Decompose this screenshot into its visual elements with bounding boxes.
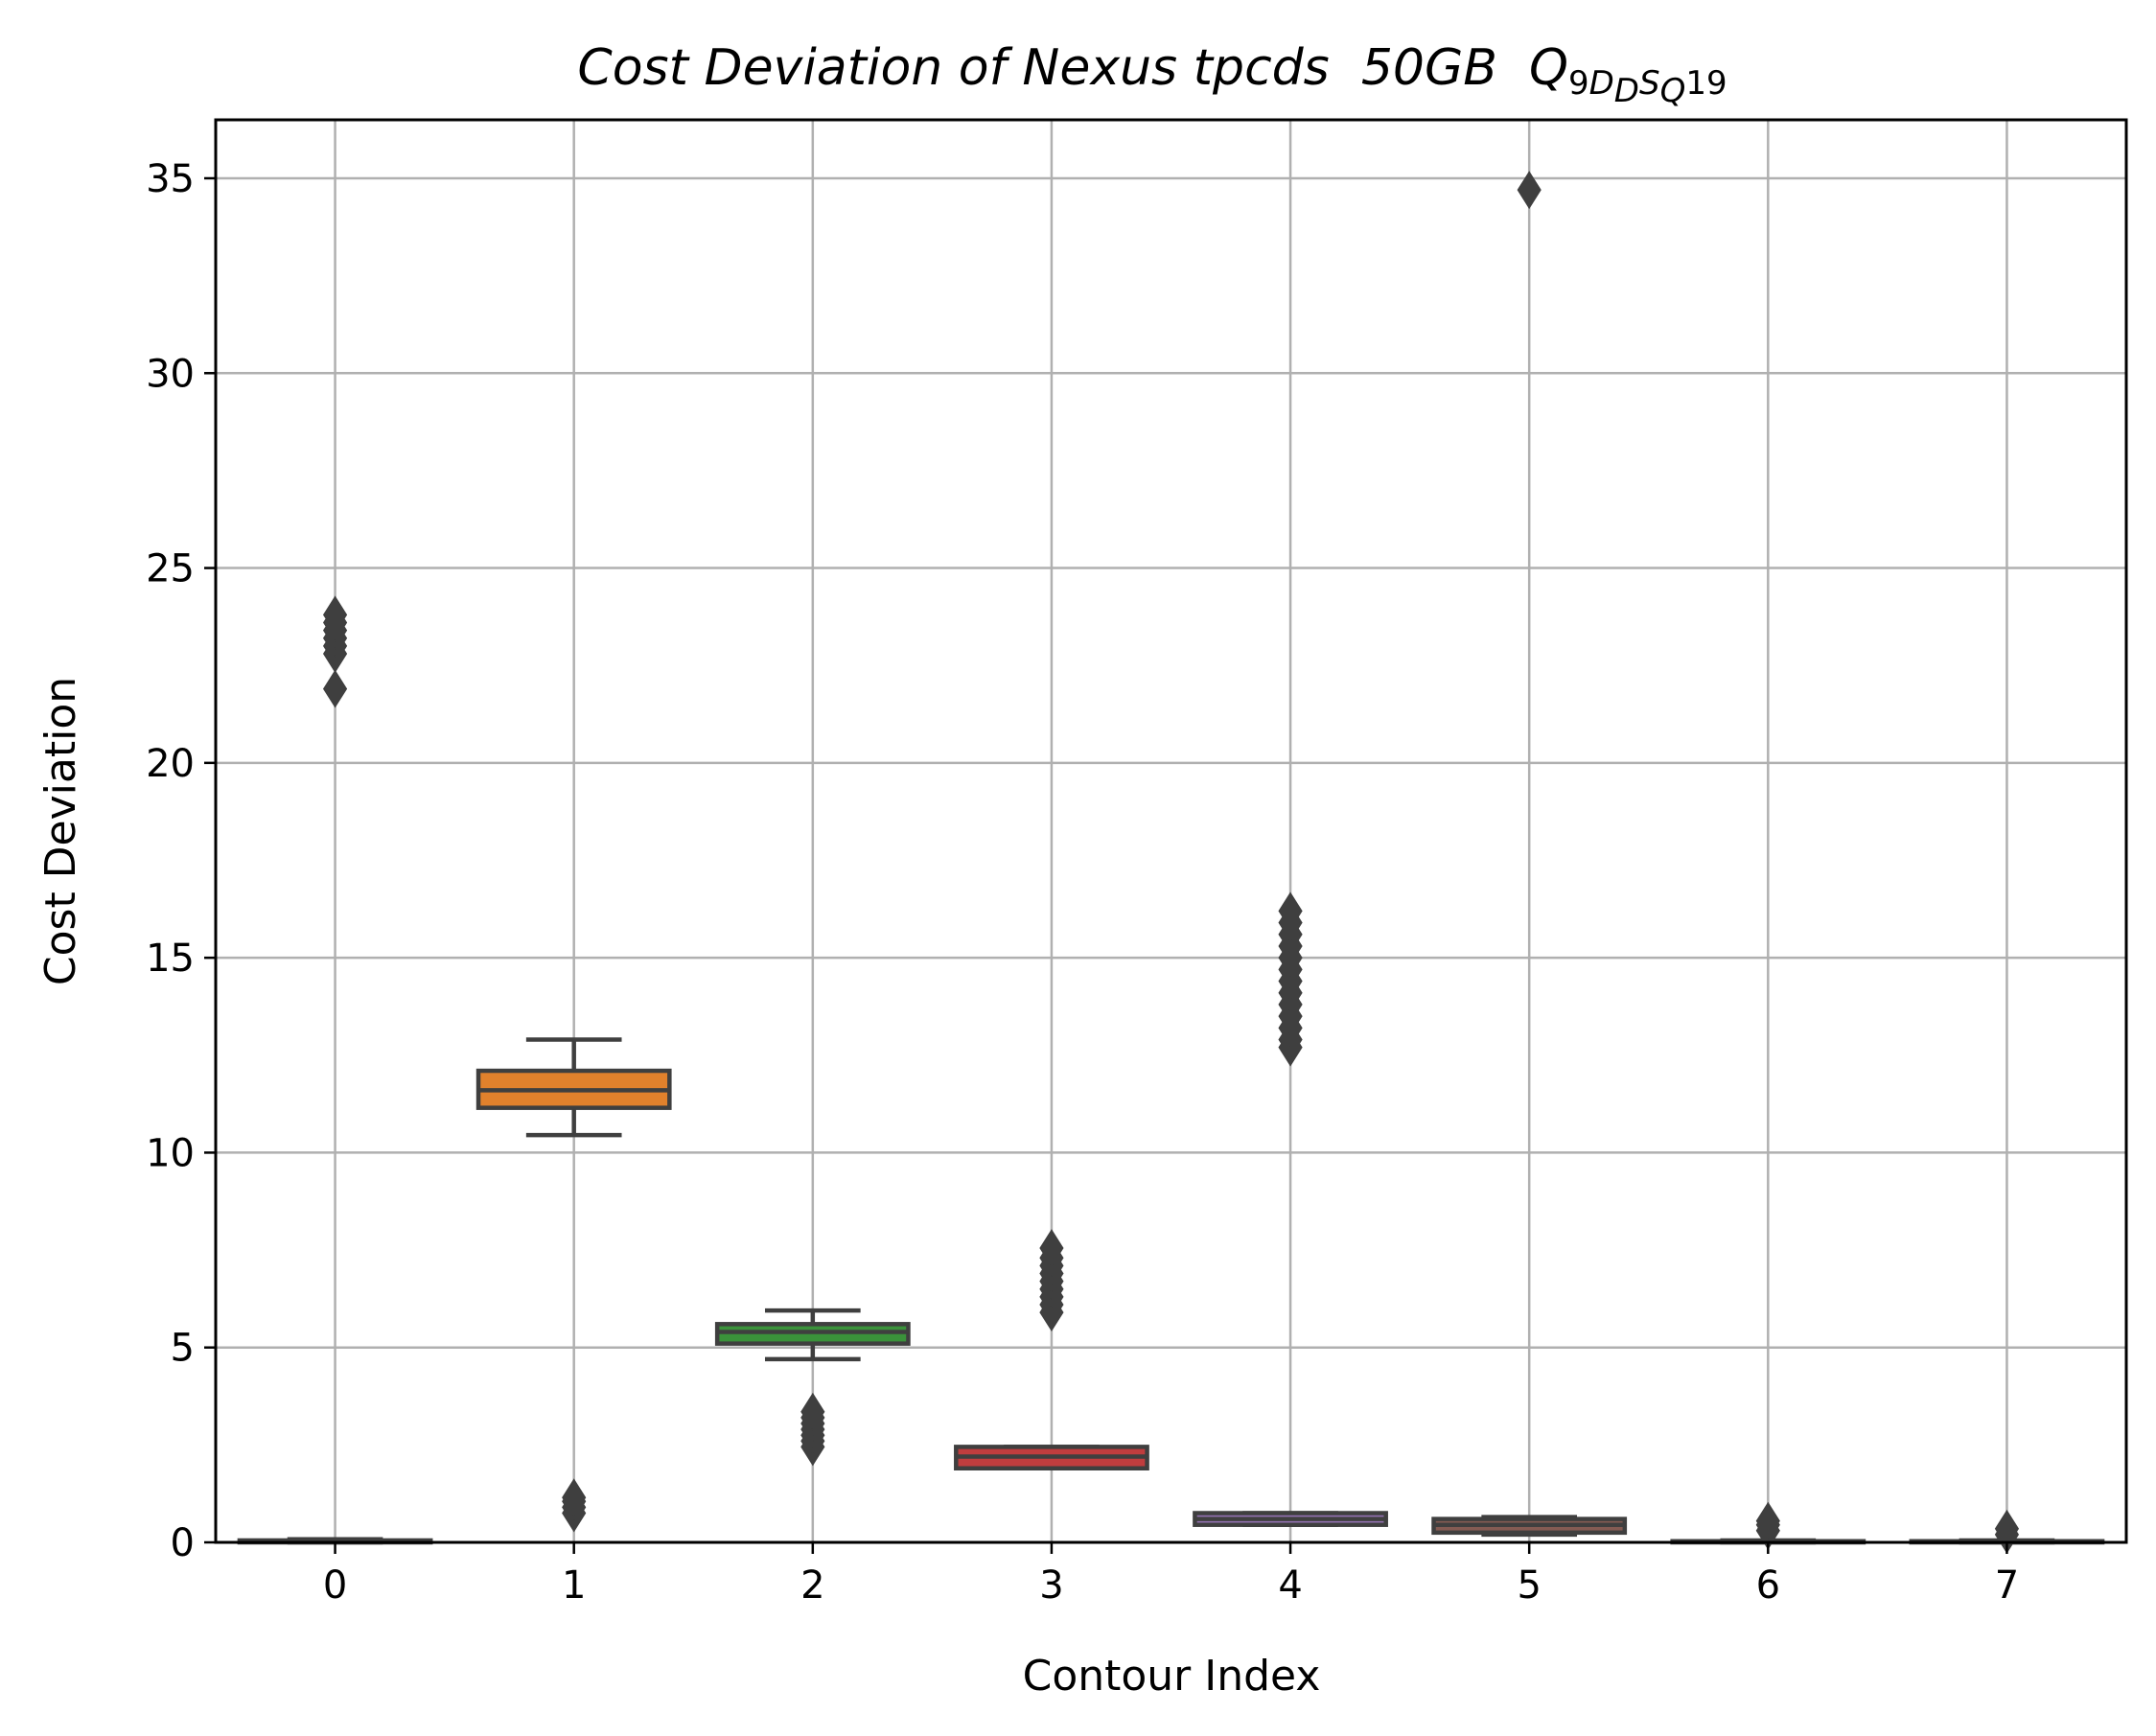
outlier-0-6 <box>322 595 348 635</box>
chart-title: Cost Deviation of Nexus tpcds 50GB Q9DDS… <box>577 39 1727 110</box>
y-axis-label: Cost Deviation <box>36 677 85 985</box>
y-tick-label-25: 25 <box>146 547 195 591</box>
x-axis-ticks: 0 1 2 3 4 5 6 7 <box>323 1542 2019 1608</box>
chart-title-q: Q <box>1529 39 1568 97</box>
chart-title-d-sub: D <box>1614 72 1639 110</box>
x-tick-label-1: 1 <box>562 1563 586 1608</box>
x-tick-label-2: 2 <box>800 1563 824 1608</box>
x-tick-label-3: 3 <box>1039 1563 1063 1608</box>
x-axis-label: Contour Index <box>1023 1652 1321 1701</box>
outlier-5-0 <box>1517 171 1542 210</box>
y-tick-label-15: 15 <box>146 937 195 981</box>
y-tick-label-0: 0 <box>171 1521 195 1565</box>
outlier-0-0 <box>322 669 348 708</box>
y-tick-label-30: 30 <box>146 352 195 396</box>
x-tick-label-0: 0 <box>323 1563 347 1608</box>
chart-title-sub1: 9 <box>1568 64 1589 103</box>
y-axis-ticks: 0 5 10 15 20 25 30 35 <box>146 157 216 1565</box>
box-group-5 <box>1431 1515 1628 1538</box>
chart-title-s-sub: Q <box>1660 72 1686 110</box>
box-group-4 <box>1193 1511 1388 1527</box>
box-group-2 <box>714 1308 911 1362</box>
chart-title-main: Cost Deviation of Nexus tpcds 50GB <box>577 39 1529 97</box>
outlier-4-12 <box>1278 891 1303 931</box>
x-tick-label-6: 6 <box>1756 1563 1780 1608</box>
box-group-1 <box>475 1037 672 1138</box>
y-tick-label-10: 10 <box>146 1131 195 1175</box>
outlier-2-6 <box>800 1392 825 1431</box>
plot-frame <box>214 118 2128 1544</box>
outlier-6-2 <box>1755 1501 1780 1540</box>
outlier-3-8 <box>1039 1229 1064 1267</box>
x-tick-label-5: 5 <box>1517 1563 1541 1608</box>
box-group-3 <box>954 1445 1149 1471</box>
outlier-1-3 <box>562 1478 587 1517</box>
x-tick-label-7: 7 <box>1995 1563 2019 1608</box>
y-tick-label-20: 20 <box>146 742 195 786</box>
y-tick-label-5: 5 <box>171 1327 195 1371</box>
outlier-markers <box>322 171 2020 1554</box>
chart-title-s: S <box>1639 64 1660 103</box>
y-tick-label-35: 35 <box>146 157 195 201</box>
chart-title-sub2: 19 <box>1685 64 1727 103</box>
chart-title-d: D <box>1589 64 1614 103</box>
x-tick-label-4: 4 <box>1278 1563 1302 1608</box>
